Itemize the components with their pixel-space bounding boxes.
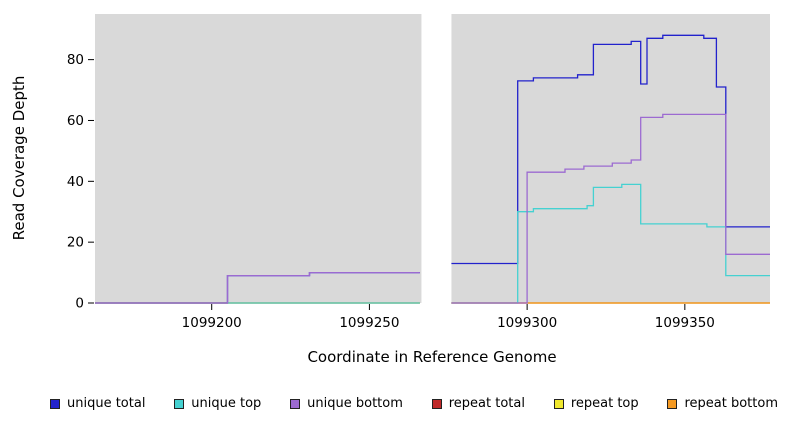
legend-item-unique-bottom: unique bottom	[290, 396, 403, 411]
coverage-gap-region	[421, 14, 452, 303]
y-axis-title: Read Coverage Depth	[10, 76, 28, 241]
legend-swatch	[290, 398, 301, 409]
legend-item-unique-total: unique total	[50, 396, 145, 411]
legend-label: unique bottom	[307, 396, 403, 411]
legend-swatch	[50, 398, 60, 409]
legend: unique total unique top unique bottom repea…	[0, 396, 792, 411]
legend-item-repeat-bottom: repeat bottom	[667, 396, 778, 411]
x-tick-label: 1099200	[182, 315, 242, 331]
y-tick-label: 0	[75, 296, 84, 312]
y-tick-label: 40	[67, 174, 84, 190]
legend-swatch	[431, 398, 442, 409]
coverage-plot: 1099200 1099250 1099300 1099350 0 20 40 60 80 Coo…	[10, 14, 770, 366]
series-line-unique-bottom	[95, 271, 420, 304]
legend-item-repeat-total: repeat total	[431, 396, 525, 411]
legend-label: unique top	[191, 396, 262, 411]
y-tick-label: 20	[67, 235, 84, 251]
legend-swatch	[553, 398, 564, 409]
legend-swatch	[667, 398, 678, 409]
legend-item-repeat-top: repeat top	[553, 396, 639, 411]
y-tick-label: 60	[67, 113, 84, 129]
x-tick-label: 1099300	[497, 315, 557, 331]
x-axis-title: Coordinate in Reference Genome	[307, 348, 556, 366]
y-tick-label: 80	[67, 52, 84, 68]
legend-label: repeat total	[448, 396, 525, 411]
x-tick-label: 1099350	[655, 315, 715, 331]
legend-swatch	[174, 398, 185, 409]
legend-label: repeat top	[570, 396, 639, 411]
series-line-unique-top	[451, 183, 770, 304]
legend-label: repeat bottom	[684, 396, 778, 411]
legend-item-unique-top: unique top	[174, 396, 261, 411]
legend-label: unique total	[67, 396, 146, 411]
series-line-unique-total	[451, 34, 770, 265]
x-tick-label: 1099250	[339, 315, 399, 331]
series-line-unique-bottom	[451, 113, 770, 304]
